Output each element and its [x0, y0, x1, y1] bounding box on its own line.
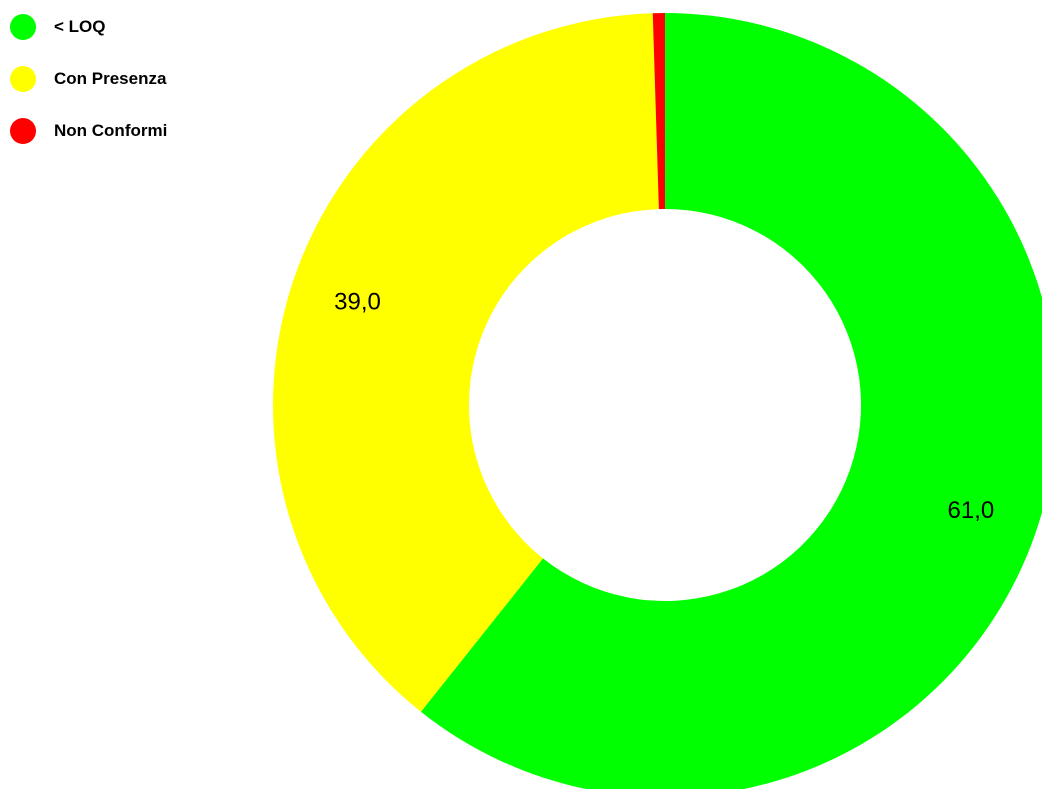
legend-item-con-presenza: Con Presenza [10, 66, 167, 92]
data-label-loq: 61,0 [948, 497, 995, 524]
slice-con-presenza [273, 13, 659, 712]
legend-label-con-presenza: Con Presenza [54, 69, 167, 88]
slice-labels: 61,0 39,0 [334, 288, 994, 524]
legend-item-non-conformi: Non Conformi [10, 118, 167, 144]
legend-swatch-non-conformi [10, 118, 36, 144]
slice-loq [420, 13, 1042, 789]
legend-label-loq: < LOQ [54, 17, 106, 36]
legend-swatch-con-presenza [10, 66, 36, 92]
legend-label-non-conformi: Non Conformi [54, 121, 168, 140]
legend: < LOQ Con Presenza Non Conformi [10, 14, 167, 170]
legend-item-loq: < LOQ [10, 14, 167, 40]
legend-swatch-loq [10, 14, 36, 40]
slice-non-conformi [652, 13, 665, 210]
donut-slices [273, 13, 1042, 789]
data-label-con-presenza: 39,0 [334, 288, 381, 315]
